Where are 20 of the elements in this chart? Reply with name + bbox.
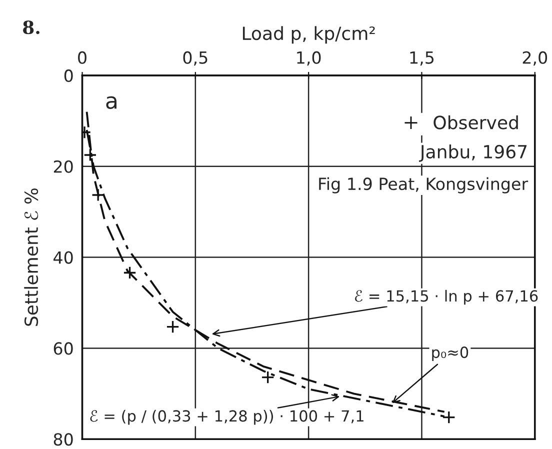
x-tick-label: 1,5 <box>410 51 434 66</box>
y-tick-label: 40 <box>54 251 73 264</box>
annotation: a <box>106 96 116 109</box>
y-tick-label: 20 <box>54 160 73 173</box>
x-axis-title: Load p, kp/cm² <box>242 26 375 44</box>
y-tick-label: 0 <box>64 69 73 82</box>
legend-label: Observed <box>434 115 518 130</box>
y-tick-label: 60 <box>54 342 73 355</box>
text: 8. <box>23 20 40 34</box>
x-tick-label: 2,0 <box>522 51 548 66</box>
y-tick-label: 80 <box>54 433 73 446</box>
y-axis-title: Settlement ℰ % <box>24 188 38 326</box>
annotation: ℰ = (p / (0,33 + 1,28 p)) · 100 + 7,1 <box>90 410 364 425</box>
annotation: ℰ = 15,15 · ln p + 67,16 <box>355 290 538 305</box>
annotation: Fig 1.9 Peat, Kongsvinger <box>319 177 528 194</box>
annotation: Janbu, 1967 <box>419 144 527 162</box>
x-tick-label: 0 <box>78 51 86 64</box>
x-tick-label: 1,0 <box>297 51 321 66</box>
x-tick-label: 0,5 <box>183 51 208 66</box>
annotation: p₀≈0 <box>432 346 468 362</box>
